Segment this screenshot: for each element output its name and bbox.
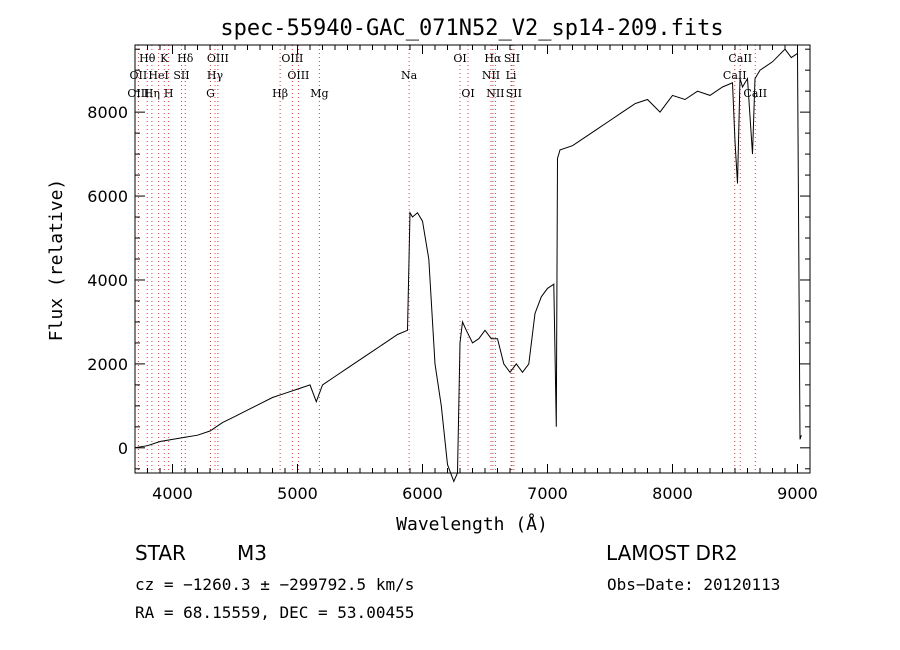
- line-label: Hδ: [177, 52, 194, 65]
- line-label: SII: [173, 69, 189, 82]
- x-tick-label: 8000: [652, 484, 693, 503]
- line-label: Hβ: [272, 87, 288, 100]
- y-tick-label: 8000: [87, 103, 128, 122]
- line-label: H: [164, 87, 174, 100]
- line-markers: [137, 45, 756, 473]
- line-label: Hα: [484, 52, 502, 65]
- line-label: K: [160, 52, 169, 65]
- line-label: CaII: [723, 69, 747, 82]
- line-label: OIII: [127, 87, 149, 100]
- x-tick-label: 7000: [527, 484, 568, 503]
- object-class: STAR: [135, 541, 186, 565]
- obs-date: Obs−Date: 20120113: [607, 575, 781, 594]
- line-label: G: [206, 87, 215, 100]
- line-label: Na: [401, 69, 418, 82]
- line-label: CaII: [728, 52, 752, 65]
- chart-title: spec-55940-GAC_071N52_V2_sp14-209.fits: [220, 16, 723, 41]
- y-tick-label: 4000: [87, 271, 128, 290]
- line-label: OIII: [287, 69, 309, 82]
- line-label: Li: [506, 69, 517, 82]
- survey-name: LAMOST DR2: [606, 541, 738, 565]
- x-tick-label: 9000: [777, 484, 818, 503]
- line-label: SII: [504, 52, 520, 65]
- line-label: HeI: [148, 69, 168, 82]
- line-label: OII: [130, 69, 148, 82]
- x-tick-labels: 4000 5000 6000 7000 8000 9000: [152, 484, 818, 503]
- line-label: CaII: [743, 87, 767, 100]
- line-label: OIII: [207, 52, 229, 65]
- x-tick-label: 5000: [277, 484, 318, 503]
- y-tick-label: 0: [118, 439, 128, 458]
- line-label: Hγ: [207, 69, 224, 82]
- redshift-info: cz = −1260.3 ± −299792.5 km/s: [135, 575, 415, 594]
- axis-ticks: [134, 45, 811, 473]
- y-axis-label: Flux (relative): [46, 179, 67, 342]
- x-axis-label: Wavelength (Å): [396, 513, 548, 535]
- y-tick-label: 6000: [87, 187, 128, 206]
- x-tick-label: 4000: [152, 484, 193, 503]
- line-label: Hθ: [139, 52, 156, 65]
- plot-frame: [134, 44, 811, 474]
- line-label: SII: [506, 87, 522, 100]
- line-label: OI: [453, 52, 466, 65]
- ra-dec-info: RA = 68.15559, DEC = 53.00455: [135, 603, 415, 622]
- line-label: NII: [486, 87, 504, 100]
- y-tick-labels: 0 2000 4000 6000 8000: [87, 103, 128, 458]
- object-subclass: M3: [237, 541, 267, 565]
- line-label: NII: [482, 69, 500, 82]
- spectrum-line: [134, 48, 802, 483]
- y-tick-label: 2000: [87, 355, 128, 374]
- line-label: Hη: [144, 87, 160, 100]
- line-label: Mg: [310, 87, 328, 100]
- line-label: OI: [461, 87, 474, 100]
- x-tick-label: 6000: [402, 484, 443, 503]
- line-label: OIII: [281, 52, 303, 65]
